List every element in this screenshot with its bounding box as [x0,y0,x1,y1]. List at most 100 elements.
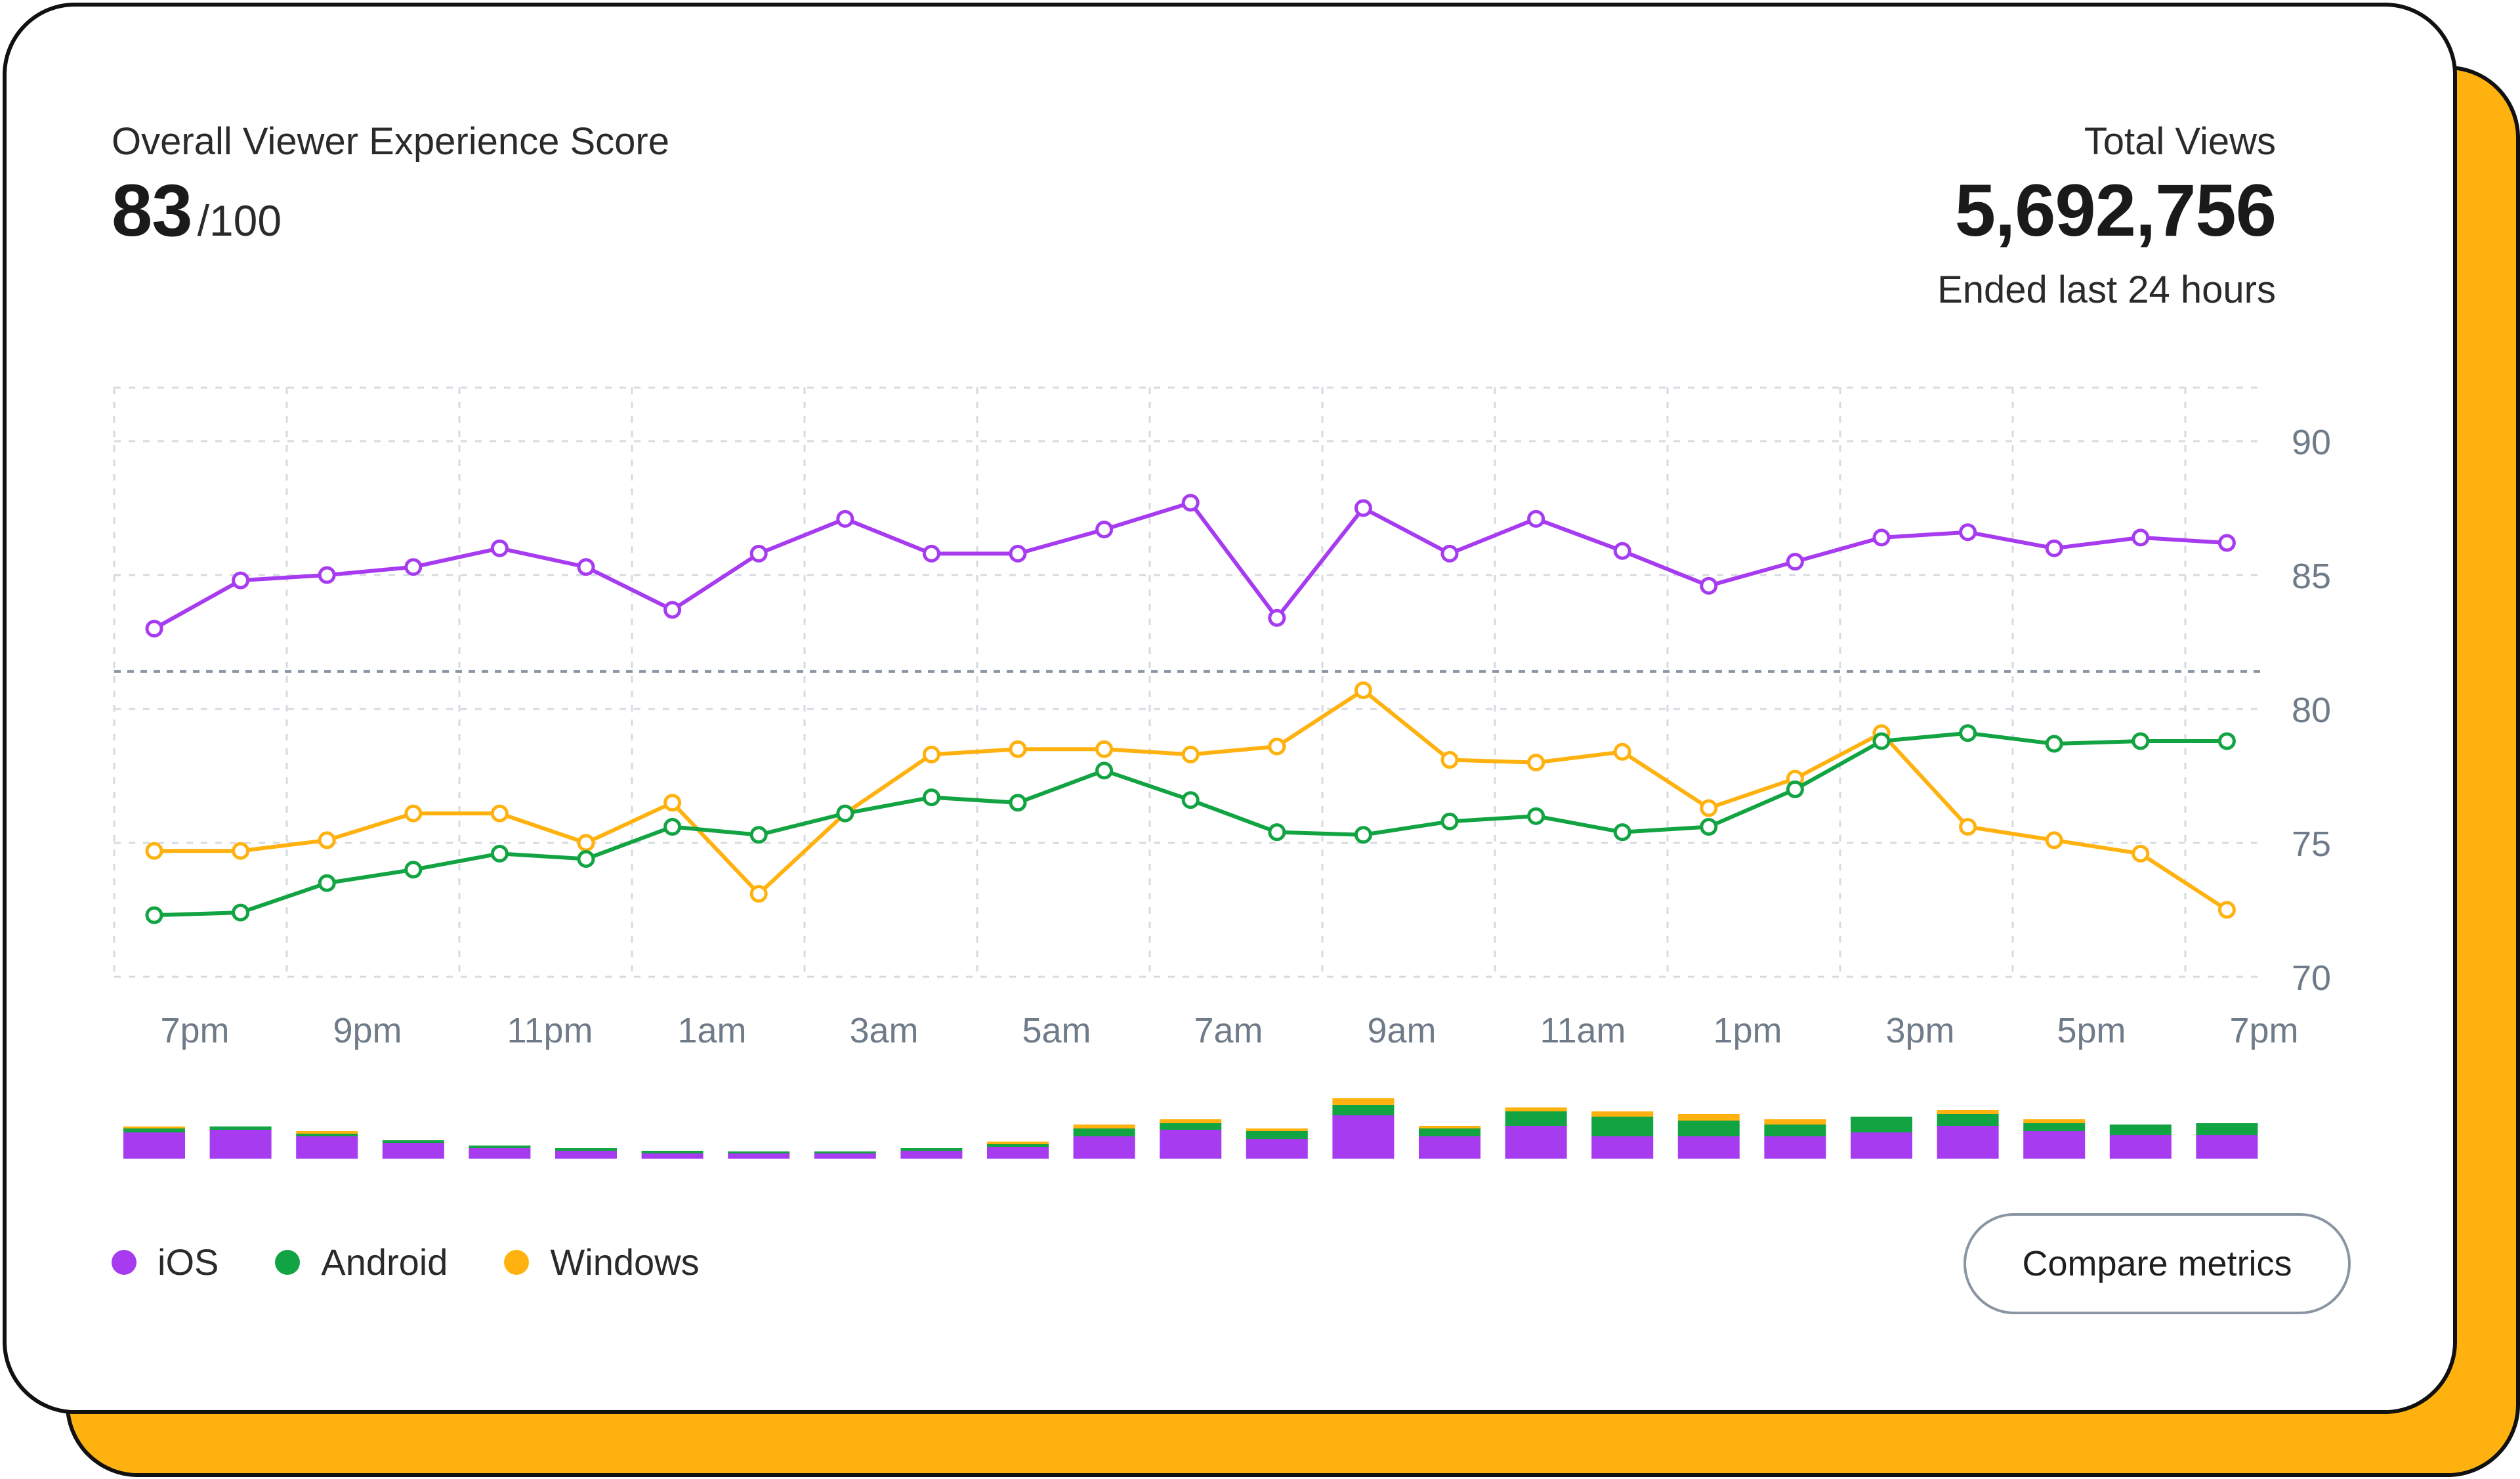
volume-bar-android [296,1134,358,1136]
data-point-ios [922,544,940,563]
volume-bar-ios [1332,1115,1395,1159]
score-value: 83 [112,169,193,251]
data-point-android [232,903,250,922]
data-point-ios [404,558,423,576]
data-point-ios [2132,528,2150,547]
volume-bar-ios [2109,1135,2172,1159]
data-point-android [2217,732,2236,750]
legend-label-android: Android [321,1241,448,1283]
volume-bar-android [2109,1125,2172,1135]
volume-bar-windows [1073,1125,1135,1128]
total-views-label: Total Views [2084,120,2276,163]
volume-bar-android [641,1151,704,1153]
legend: iOS Android Windows [112,1241,700,1283]
volume-bar-ios [1073,1136,1135,1159]
data-point-android [2045,735,2063,753]
data-point-android [1440,812,1459,830]
volume-bar-android [1505,1111,1567,1126]
data-point-ios [2045,539,2063,557]
volume-bar-ios [382,1143,444,1159]
volume-bar-ios [1591,1136,1654,1159]
x-tick-label: 11pm [507,1011,593,1050]
data-point-android [577,849,595,868]
data-point-android [749,826,768,844]
volume-bar-ios [555,1151,617,1159]
data-point-windows [1959,818,1977,836]
volume-bar-ios [1246,1139,1308,1159]
volume-bar-android [469,1146,531,1148]
volume-bar-android [1937,1114,1999,1126]
data-point-android [490,844,509,863]
legend-item-android[interactable]: Android [275,1241,448,1283]
volume-bar-windows [1937,1110,1999,1114]
data-point-ios [1786,553,1804,571]
data-point-ios [318,566,336,584]
volume-bar-android [728,1151,790,1153]
volume-bar-ios [1419,1136,1480,1159]
volume-bar-ios [900,1151,963,1159]
data-point-windows [2045,831,2063,849]
data-point-android [404,861,423,879]
data-point-android [1527,807,1545,825]
data-point-windows [1700,799,1718,817]
data-point-android [1613,823,1631,842]
volume-bar-windows [1505,1107,1567,1111]
volume-bar-ios [1851,1132,1912,1159]
data-point-ios [1181,494,1200,512]
x-tick-label: 9am [1367,1011,1436,1050]
data-point-android [1786,780,1804,798]
volume-bar-ios [2023,1131,2086,1159]
volume-bar-android [382,1140,444,1143]
data-point-ios [663,601,682,619]
time-range-label: Ended last 24 hours [1937,268,2276,311]
volume-bar-android [814,1151,876,1153]
volume-bar-windows [1677,1114,1740,1121]
y-tick-label: 80 [2292,691,2331,730]
compare-metrics-button[interactable]: Compare metrics [1964,1213,2351,1314]
data-point-ios [836,509,854,528]
data-point-windows [1268,737,1286,756]
data-point-windows [2217,901,2236,919]
data-point-ios [749,544,768,563]
data-point-windows [145,842,163,860]
volume-bar-windows [1764,1119,1826,1125]
x-tick-label: 5am [1022,1011,1091,1050]
data-point-windows [749,885,768,903]
volume-bar-android [2023,1123,2086,1131]
volume-bar-android [2196,1123,2258,1135]
x-tick-label: 1am [677,1011,746,1050]
y-tick-label: 85 [2292,557,2331,596]
data-point-android [1009,794,1027,812]
volume-bar-windows [123,1126,185,1128]
data-point-android [1095,761,1114,780]
volume-bar-ios [1677,1136,1740,1159]
x-tick-label: 9pm [333,1011,402,1050]
volume-bar-android [1419,1128,1480,1136]
data-point-ios [1009,544,1027,563]
data-point-android [922,788,940,807]
volume-bar-ios [987,1147,1049,1159]
volume-bar-windows [1160,1119,1222,1123]
volume-bar-windows [296,1131,358,1134]
volume-bar-ios [1160,1130,1222,1159]
volume-bar-windows [1332,1098,1395,1105]
volume-bar-ios [641,1153,704,1159]
data-point-windows [1613,742,1631,761]
x-tick-label: 7pm [160,1011,229,1050]
data-point-ios [1440,544,1459,563]
legend-item-ios[interactable]: iOS [112,1241,219,1283]
legend-label-windows: Windows [550,1241,700,1283]
legend-item-windows[interactable]: Windows [504,1241,700,1283]
volume-bar-ios [1937,1126,1999,1159]
legend-dot-ios [112,1249,136,1275]
data-point-ios [1700,576,1718,595]
x-tick-label: 3am [849,1011,918,1050]
data-point-windows [404,804,423,823]
y-tick-label: 90 [2292,423,2331,462]
score-suffix: /100 [197,196,282,245]
data-point-windows [1527,754,1545,772]
data-point-windows [1009,740,1027,758]
data-point-windows [318,831,336,849]
volume-bar-ios [123,1132,185,1159]
volume-bar-windows [1246,1128,1308,1131]
